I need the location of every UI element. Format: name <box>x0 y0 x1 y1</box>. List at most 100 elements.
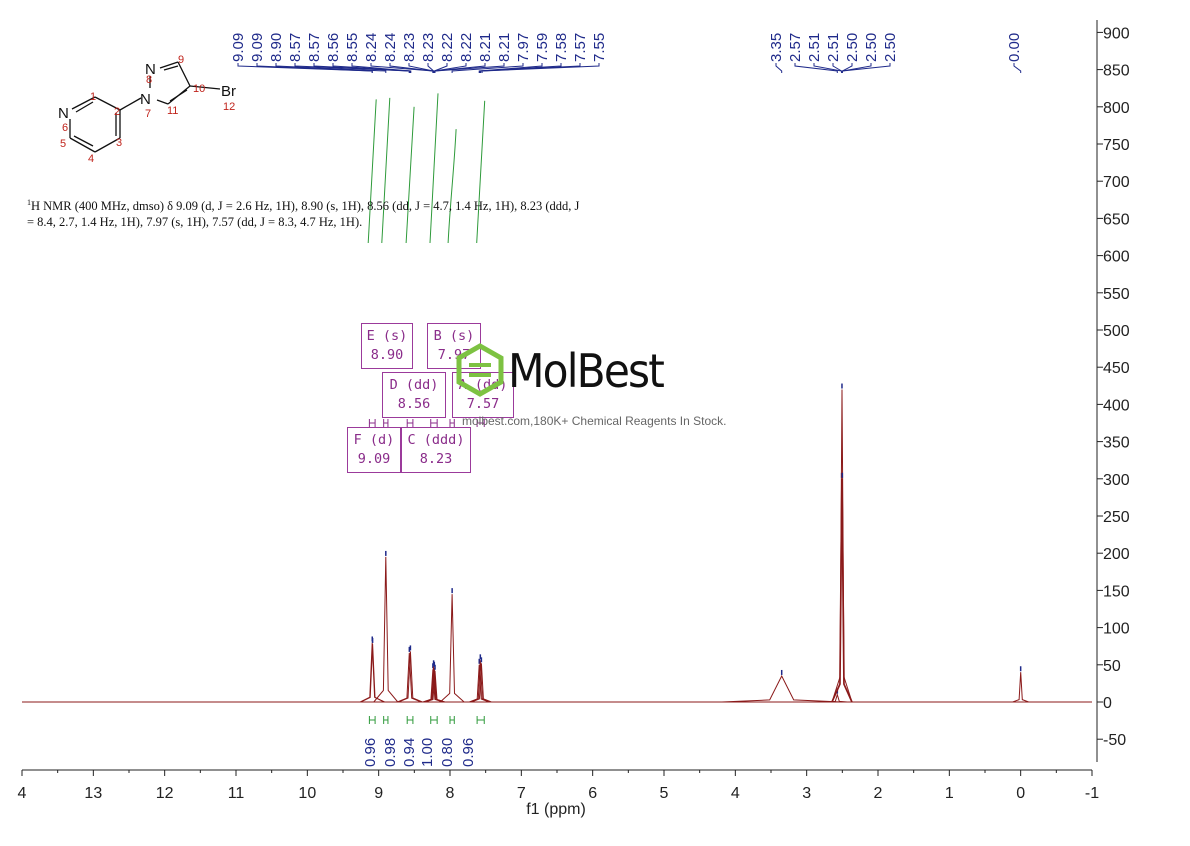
multiplet-box: C (ddd) 8.23 <box>401 427 471 473</box>
peak-leader-line <box>841 63 891 73</box>
integral-value: 1.00 <box>419 738 436 767</box>
peak-leader-line <box>434 63 505 73</box>
y-tick-label: 100 <box>1103 621 1130 638</box>
y-tick-label: 300 <box>1103 472 1130 489</box>
integral-curve <box>429 93 439 244</box>
peak-leader-line <box>351 63 412 73</box>
atom-number: 2 <box>114 106 120 118</box>
peak-shift-label: 2.57 <box>787 33 804 62</box>
peak-shift-label: 2.51 <box>825 33 842 62</box>
y-tick-label: 650 <box>1103 211 1130 228</box>
y-tick-label: 500 <box>1103 323 1130 340</box>
bond-line <box>94 96 121 111</box>
peak-leader-line <box>256 63 373 73</box>
peak-shift-label: 8.57 <box>287 33 304 62</box>
peak-shift-label: 8.55 <box>344 33 361 62</box>
x-tick-label: -1 <box>1085 785 1099 802</box>
bond-line <box>69 137 96 153</box>
multiplet-box: F (d) 9.09 <box>347 427 401 473</box>
x-tick-label: 13 <box>84 785 102 802</box>
peak-leader-line <box>832 63 843 73</box>
y-tick-label: 0 <box>1103 695 1112 712</box>
spectrum-peak <box>1012 672 1029 703</box>
spectrum-peak <box>471 663 492 703</box>
atom-number: 12 <box>223 101 235 113</box>
bond-line <box>159 61 179 69</box>
atom-number: 11 <box>167 105 178 117</box>
spectrum-peak <box>827 692 848 703</box>
x-tick-label: 9 <box>374 785 383 802</box>
peak-shift-label: 2.50 <box>844 33 861 62</box>
watermark-word: MolBest <box>508 344 665 398</box>
peak-shift-label: 7.59 <box>534 33 551 62</box>
y-tick-label: 850 <box>1103 63 1130 80</box>
integral-curve <box>476 100 486 244</box>
nmr-caption: 1H NMR (400 MHz, dmso) δ 9.09 (d, J = 2.… <box>27 195 587 230</box>
peak-shift-label: 8.57 <box>306 33 323 62</box>
x-tick-label: 1 <box>945 785 954 802</box>
multiplet-shift: 7.57 <box>466 396 500 412</box>
peak-shift-label: 8.23 <box>401 33 418 62</box>
x-tick-label: 6 <box>588 785 597 802</box>
peak-leader-line <box>794 63 838 73</box>
y-tick-label: 450 <box>1103 360 1130 377</box>
peak-shift-label: 7.55 <box>591 33 608 62</box>
peak-leader-line <box>481 63 600 73</box>
bond-line <box>169 89 188 102</box>
peak-shift-label: 8.90 <box>268 33 285 62</box>
y-tick-label: 750 <box>1103 137 1130 154</box>
peak-leader-line <box>433 63 467 73</box>
multiplet-shift: 8.56 <box>397 396 431 412</box>
peak-leader-line <box>332 63 411 73</box>
atom-label: N <box>58 105 69 122</box>
atom-label: N <box>140 91 151 108</box>
bond-line <box>163 65 179 71</box>
peak-leader-line <box>313 63 410 73</box>
atom-number: 6 <box>62 122 68 134</box>
peak-leader-line <box>841 63 853 73</box>
bond-line <box>71 96 96 110</box>
bond-line <box>119 97 142 111</box>
integral-value: 0.96 <box>362 738 379 767</box>
atom-number: 8 <box>146 74 152 86</box>
bond-line <box>73 135 94 147</box>
x-tick-label: 11 <box>228 785 245 802</box>
multiplet-shift: 8.23 <box>419 451 453 467</box>
multiplet-box: A (dd) 7.57 <box>452 372 514 418</box>
peak-shift-label: 7.57 <box>572 33 589 62</box>
bond-line <box>94 137 121 153</box>
x-tick-label: 10 <box>298 785 316 802</box>
caption-text: H NMR (400 MHz, dmso) δ 9.09 (d, J = 2.6… <box>27 199 580 230</box>
spectrum-peak <box>439 594 465 703</box>
x-axis-label: f1 (ppm) <box>526 801 586 818</box>
multiplet-box: D (dd) 8.56 <box>382 372 446 418</box>
atom-number: 3 <box>116 137 122 149</box>
multiplet-label: B (s) <box>433 328 475 344</box>
atom-number: 7 <box>145 108 151 120</box>
peak-shift-label: 8.24 <box>382 33 399 62</box>
multiplet-label: C (ddd) <box>407 432 465 448</box>
peak-leader-line <box>775 63 783 73</box>
y-tick-label: 400 <box>1103 397 1130 414</box>
x-tick-label: 8 <box>446 785 455 802</box>
peak-shift-label: 8.21 <box>496 33 513 62</box>
integral-curve <box>405 106 415 244</box>
y-tick-label: 150 <box>1103 583 1130 600</box>
spectrum-peak <box>831 478 853 703</box>
y-tick-label: 350 <box>1103 435 1130 452</box>
atom-label: N <box>145 61 156 78</box>
peak-shift-label: 7.58 <box>553 33 570 62</box>
y-tick-label: 900 <box>1103 25 1130 42</box>
x-tick-label: 0 <box>1016 785 1025 802</box>
atom-label: Br <box>221 83 236 100</box>
x-tick-label: 5 <box>660 785 669 802</box>
atom-number: 10 <box>193 83 205 95</box>
atom-number: 5 <box>60 138 66 150</box>
y-tick-label: 50 <box>1103 658 1121 675</box>
y-tick-label: -50 <box>1103 732 1126 749</box>
peak-shift-label: 2.51 <box>806 33 823 62</box>
y-tick-label: 550 <box>1103 286 1130 303</box>
bond-line <box>189 85 221 90</box>
peak-leader-line <box>1013 63 1022 73</box>
multiplet-box: E (s) 8.90 <box>361 323 413 369</box>
